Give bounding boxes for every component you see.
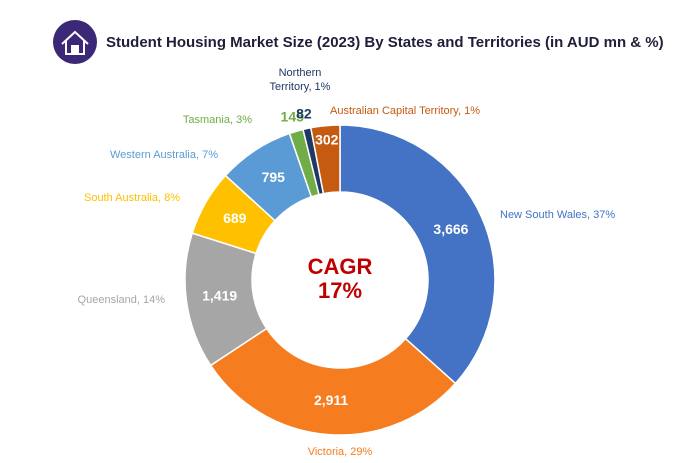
- value-label: 795: [262, 169, 286, 185]
- value-label: 1,419: [202, 287, 237, 303]
- chart-title: Student Housing Market Size (2023) By St…: [106, 34, 664, 51]
- category-label: Tasmania, 3%: [183, 114, 252, 126]
- value-label: 302: [315, 131, 339, 147]
- center-label: 17%: [318, 278, 362, 303]
- category-label: Australian Capital Territory, 1%: [330, 105, 480, 117]
- category-label: Victoria, 29%: [308, 446, 373, 458]
- title-icon: [53, 20, 97, 64]
- value-label: 689: [223, 210, 247, 226]
- category-label: Northern Territory, 1%: [270, 67, 331, 93]
- category-label: South Australia, 8%: [84, 192, 180, 204]
- donut-slice: [309, 124, 341, 195]
- value-label: 145: [281, 109, 305, 125]
- value-label: 2,911: [314, 392, 348, 408]
- category-label: Queensland, 14%: [78, 294, 166, 306]
- value-label: 3,666: [433, 221, 468, 237]
- value-label: 82: [296, 106, 312, 122]
- donut-slice: [339, 124, 496, 385]
- category-label: Western Australia, 7%: [110, 149, 218, 161]
- category-label: New South Wales, 37%: [500, 209, 615, 221]
- donut-slice: [209, 327, 457, 436]
- center-label: CAGR: [308, 254, 373, 279]
